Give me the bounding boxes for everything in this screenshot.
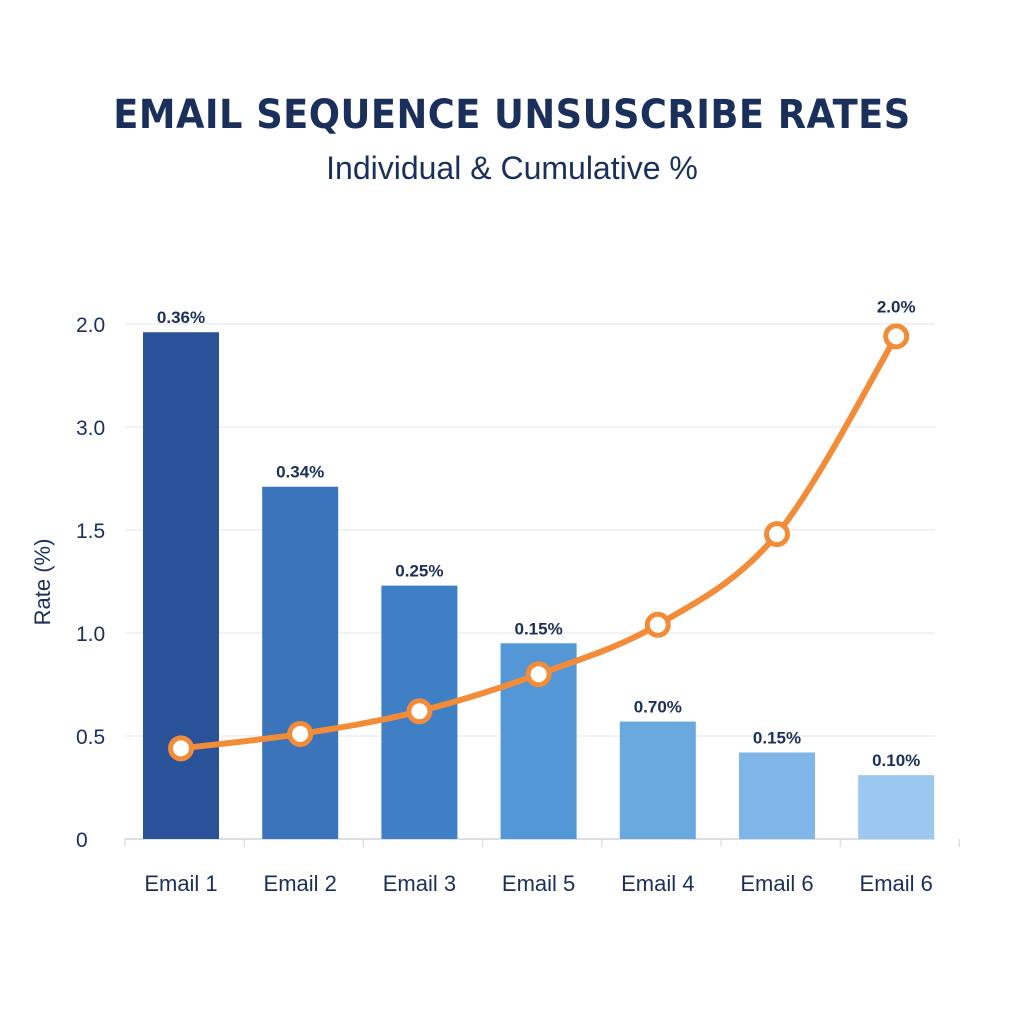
bar-series <box>143 332 935 839</box>
x-category-label: Email 3 <box>383 871 456 896</box>
line-point <box>883 323 910 350</box>
bar-data-label: 0.15% <box>514 619 562 638</box>
y-tick-label: 3.0 <box>76 417 105 440</box>
y-axis-ticks: 0 0.5 1.0 1.5 3.0 2.0 <box>76 314 105 852</box>
x-category-label: Email 6 <box>740 871 813 896</box>
chart-subtitle: Individual & Cumulative % <box>326 150 698 186</box>
bar <box>858 775 935 839</box>
x-category-label: Email 5 <box>502 871 575 896</box>
x-axis-categories: Email 1 Email 2 Email 3 Email 5 Email 4 Email… <box>144 871 933 896</box>
line-point <box>764 521 790 548</box>
y-tick-label: 0.5 <box>76 726 105 749</box>
chart-title: EMAIL SEQUENCE UNSUSCRIBE RATES <box>113 92 911 138</box>
x-category-label: Email 4 <box>621 871 694 896</box>
bar-data-label: 0.36% <box>157 308 205 327</box>
bar <box>619 721 696 839</box>
line-point <box>287 720 314 747</box>
bar-data-labels: 0.36% 0.34% 0.25% 0.15% 0.70% 0.15% 0.10% <box>157 308 920 770</box>
y-tick-label: 2.0 <box>76 314 105 337</box>
bar-data-label: 0.10% <box>872 751 920 770</box>
line-data-labels: 2.0% <box>877 297 916 316</box>
bar-data-label: 0.34% <box>276 463 324 482</box>
line-data-label: 2.0% <box>877 297 916 316</box>
line-point <box>644 611 671 638</box>
line-point <box>406 698 433 725</box>
y-tick-label: 1.0 <box>76 623 105 646</box>
y-tick-label: 1.5 <box>76 520 105 543</box>
bar <box>262 486 339 839</box>
y-axis-label: Rate (%) <box>30 539 55 626</box>
y-tick-label: 0 <box>76 829 88 852</box>
bar-data-label: 0.15% <box>753 728 801 747</box>
x-category-label: Email 6 <box>860 871 933 896</box>
bar-data-label: 0.70% <box>634 698 682 717</box>
cumulative-line-series <box>168 323 910 762</box>
x-category-label: Email 1 <box>144 871 217 896</box>
bar-data-label: 0.25% <box>395 562 443 581</box>
x-category-label: Email 2 <box>264 871 337 896</box>
line-point <box>525 661 552 688</box>
bar <box>143 332 219 839</box>
bar <box>739 752 815 839</box>
line-point <box>168 735 194 762</box>
